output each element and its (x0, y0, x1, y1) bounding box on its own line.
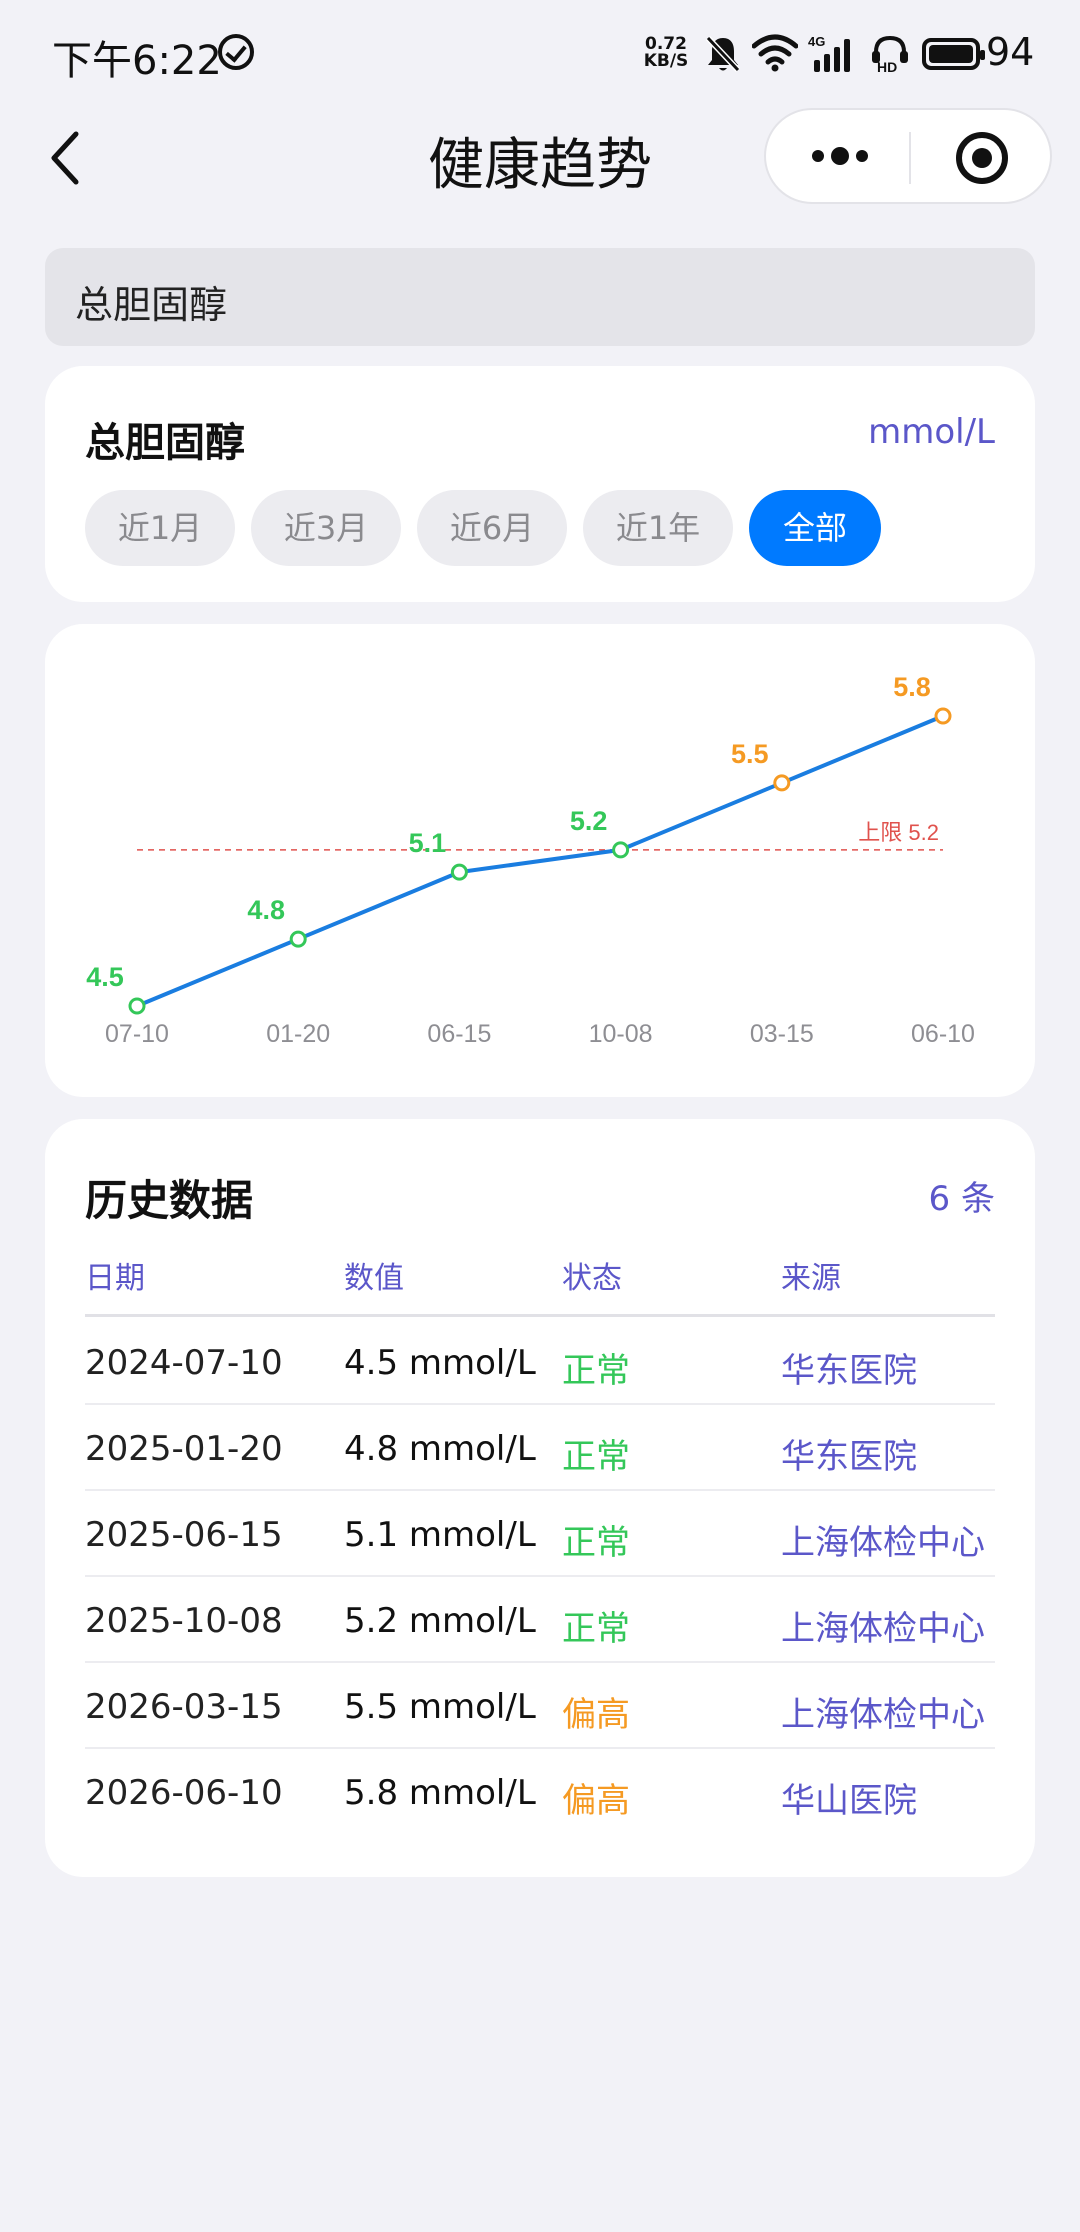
row-date: 2026-06-10 (85, 1773, 283, 1813)
table-row[interactable]: 2025-06-15 5.1 mmol/L 正常 上海体检中心 (85, 1491, 995, 1577)
x-tick-label: 06-10 (911, 1020, 975, 1048)
row-status: 正常 (562, 1609, 630, 1649)
row-source: 华东医院 (781, 1437, 917, 1477)
table-row[interactable]: 2026-03-15 5.5 mmol/L 偏高 上海体检中心 (85, 1663, 995, 1749)
data-label: 5.8 (893, 672, 931, 702)
bell-muted-icon (705, 35, 741, 73)
row-value: 5.2 mmol/L (344, 1601, 536, 1641)
data-label: 5.2 (570, 806, 608, 836)
check-circle-icon (218, 34, 254, 70)
data-point (289, 930, 307, 948)
metric-unit: mmol/L (868, 412, 995, 452)
trend-chart: 上限 5.2 4.5 07-10 4.8 01-20 5.1 06-15 5.2 10-08 5.… (86, 672, 975, 1048)
row-source: 华东医院 (781, 1351, 917, 1391)
data-point (934, 707, 952, 725)
row-value: 5.5 mmol/L (344, 1687, 536, 1727)
metric-search-value: 总胆固醇 (75, 283, 228, 327)
data-label: 5.5 (731, 739, 769, 769)
battery-icon (922, 38, 985, 70)
network-type-label: 4G (808, 34, 825, 49)
data-label: 4.8 (247, 895, 285, 925)
row-source: 上海体检中心 (781, 1523, 985, 1563)
upper-limit-label: 上限 5.2 (858, 820, 939, 845)
row-source: 上海体检中心 (781, 1695, 985, 1735)
metric-header-card: 总胆固醇 mmol/L 近1月 近3月 近6月 近1年 全部 (45, 366, 1035, 602)
network-speed-unit: KB/S (643, 51, 689, 71)
data-point (612, 841, 630, 859)
x-tick-label: 07-10 (105, 1020, 169, 1048)
hd-label: HD (877, 59, 897, 74)
data-point (773, 774, 791, 792)
table-row[interactable]: 2026-06-10 5.8 mmol/L 偏高 华山医院 (85, 1749, 995, 1835)
range-3-months[interactable]: 近3月 (251, 490, 401, 566)
history-table-header: 日期 数值 状态 来源 (85, 1253, 995, 1317)
history-count: 6 条 (928, 1179, 995, 1219)
network-speed: 0.72 KB/S (640, 36, 692, 70)
column-date: 日期 (85, 1261, 145, 1296)
column-value: 数值 (344, 1261, 404, 1296)
x-tick-label: 01-20 (266, 1020, 330, 1048)
mini-program-capsule (764, 108, 1052, 204)
battery-percent: 94 (986, 30, 1035, 74)
row-value: 4.8 mmol/L (344, 1429, 536, 1469)
metric-search-field[interactable]: 总胆固醇 (45, 248, 1035, 346)
x-tick-label: 06-15 (427, 1020, 491, 1048)
range-1-month[interactable]: 近1月 (85, 490, 235, 566)
data-label: 4.5 (86, 962, 124, 992)
range-6-months[interactable]: 近6月 (417, 490, 567, 566)
row-date: 2025-10-08 (85, 1601, 283, 1641)
close-target-icon[interactable] (956, 132, 1008, 184)
range-1-year[interactable]: 近1年 (583, 490, 733, 566)
x-tick-label: 03-15 (750, 1020, 814, 1048)
row-status: 正常 (562, 1351, 630, 1391)
row-date: 2025-01-20 (85, 1429, 283, 1469)
row-value: 4.5 mmol/L (344, 1343, 536, 1383)
back-icon[interactable] (44, 128, 94, 188)
table-row[interactable]: 2024-07-10 4.5 mmol/L 正常 华东医院 (85, 1319, 995, 1405)
row-date: 2024-07-10 (85, 1343, 283, 1383)
row-status: 偏高 (562, 1781, 630, 1821)
wifi-icon (752, 34, 798, 72)
page-title: 健康趋势 (428, 133, 652, 198)
network-speed-value: 0.72 (645, 34, 687, 54)
row-date: 2026-03-15 (85, 1687, 283, 1727)
row-value: 5.1 mmol/L (344, 1515, 536, 1555)
history-card: 历史数据 6 条 日期 数值 状态 来源 2024-07-10 4.5 mmol… (45, 1119, 1035, 1877)
more-dots-icon[interactable] (806, 110, 876, 202)
range-all[interactable]: 全部 (749, 490, 881, 566)
row-status: 正常 (562, 1523, 630, 1563)
cellular-signal-icon: 4G (808, 34, 858, 74)
row-date: 2025-06-15 (85, 1515, 283, 1555)
data-point (128, 997, 146, 1015)
metric-title: 总胆固醇 (85, 420, 245, 466)
row-value: 5.8 mmol/L (344, 1773, 536, 1813)
status-time: 下午6:22 (52, 38, 222, 84)
status-bar: 下午6:22 0.72 KB/S 4G HD 94 (0, 0, 1080, 108)
row-source: 华山医院 (781, 1781, 917, 1821)
data-label: 5.1 (409, 828, 447, 858)
hd-voice-icon: HD (870, 34, 910, 75)
trend-chart-card: 上限 5.2 4.5 07-10 4.8 01-20 5.1 06-15 5.2 10-08 5.… (45, 624, 1035, 1097)
series-line (136, 714, 944, 1008)
table-row[interactable]: 2025-10-08 5.2 mmol/L 正常 上海体检中心 (85, 1577, 995, 1663)
data-point (450, 863, 468, 881)
x-tick-label: 10-08 (589, 1020, 653, 1048)
column-status: 状态 (562, 1261, 622, 1296)
column-source: 来源 (781, 1261, 841, 1296)
row-source: 上海体检中心 (781, 1609, 985, 1649)
table-row[interactable]: 2025-01-20 4.8 mmol/L 正常 华东医院 (85, 1405, 995, 1491)
row-status: 正常 (562, 1437, 630, 1477)
history-title: 历史数据 (85, 1176, 254, 1225)
row-status: 偏高 (562, 1695, 630, 1735)
capsule-divider (909, 132, 911, 184)
